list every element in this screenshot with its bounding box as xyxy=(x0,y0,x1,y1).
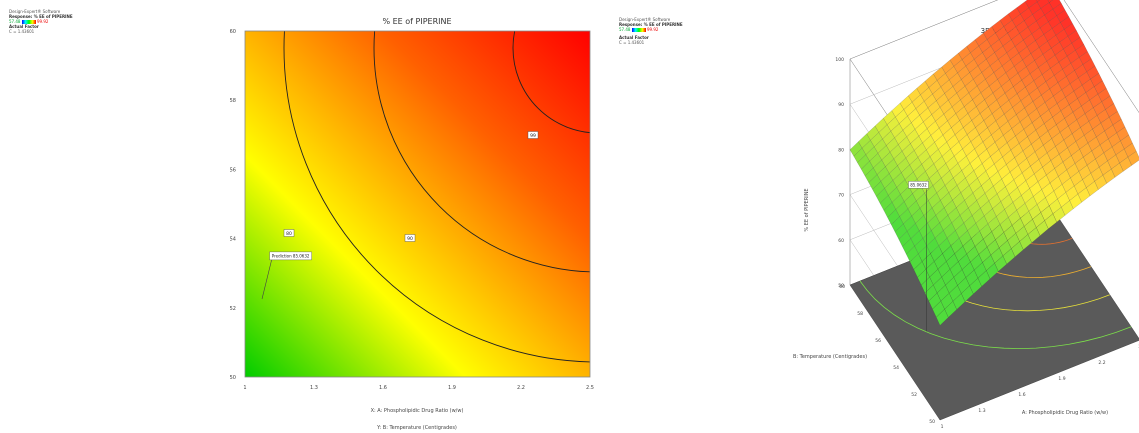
contour-line-99 xyxy=(512,31,590,134)
contour-y-tick: 60 xyxy=(230,29,236,35)
right-legend-factor-heading: Actual Factor xyxy=(619,35,649,40)
contour-xlabel: X: A: Phospholipidic Drug Ratio (w/w) xyxy=(371,408,464,414)
left-legend-software: Design-Expert® Software xyxy=(9,9,61,14)
left-legend-low: 57.48 xyxy=(9,19,21,24)
prediction-label: Prediction 85.0632 xyxy=(272,254,310,259)
left-legend: Design-Expert® Software Response: % EE o… xyxy=(9,9,73,34)
contour-ylabel: Y: B: Temperature (Centigrades) xyxy=(376,425,457,431)
heatmap-field xyxy=(245,31,590,377)
contour-x-tick: 1 xyxy=(243,385,246,391)
contour-label: 99 xyxy=(530,133,536,139)
contour-line-80 xyxy=(283,31,590,363)
contour-label: 90 xyxy=(407,236,413,242)
right-legend-software: Design-Expert® Software xyxy=(619,17,671,22)
prediction-box xyxy=(269,251,312,261)
contour-y-tick: 50 xyxy=(230,375,236,381)
contour-title: % EE of PIPERINE xyxy=(382,17,451,26)
contour-x-tick: 1.9 xyxy=(448,385,456,391)
contour-x-tick: 1.6 xyxy=(379,385,387,391)
contour-y-tick: 52 xyxy=(230,306,236,312)
left-legend-factor-value: C = 1.43601 xyxy=(9,29,35,34)
left-legend-factor-heading: Actual Factor xyxy=(9,24,39,29)
contour-label-box xyxy=(527,131,539,139)
right-legend-high: 99.92 xyxy=(647,27,659,32)
contour-line-90 xyxy=(373,31,590,273)
contour-label-box xyxy=(283,229,295,237)
contour-y-tick: 56 xyxy=(230,167,236,173)
contour-x-tick: 2.2 xyxy=(517,385,525,391)
right-legend-factor-value: C = 1.43601 xyxy=(619,40,645,45)
plot-frame xyxy=(244,30,591,378)
contour-y-tick: 54 xyxy=(230,237,236,243)
right-legend-low: 57.48 xyxy=(619,27,631,32)
contour-y-tick: 58 xyxy=(230,98,236,104)
left-legend-response: Response: % EE of PIPERINE xyxy=(9,14,73,19)
contour-label: 80 xyxy=(286,231,292,237)
right-legend: Design-Expert® Software Response: % EE o… xyxy=(619,17,683,45)
prediction-leader xyxy=(261,255,273,300)
contour-label-box xyxy=(404,234,416,242)
right-legend-colorbar xyxy=(631,28,646,32)
left-legend-colorbar xyxy=(21,20,36,24)
contour-x-tick: 2.5 xyxy=(586,385,594,391)
contour-x-tick: 1.3 xyxy=(310,385,318,391)
left-legend-high: 99.92 xyxy=(37,19,49,24)
right-legend-response: Response: % EE of PIPERINE xyxy=(619,22,683,27)
